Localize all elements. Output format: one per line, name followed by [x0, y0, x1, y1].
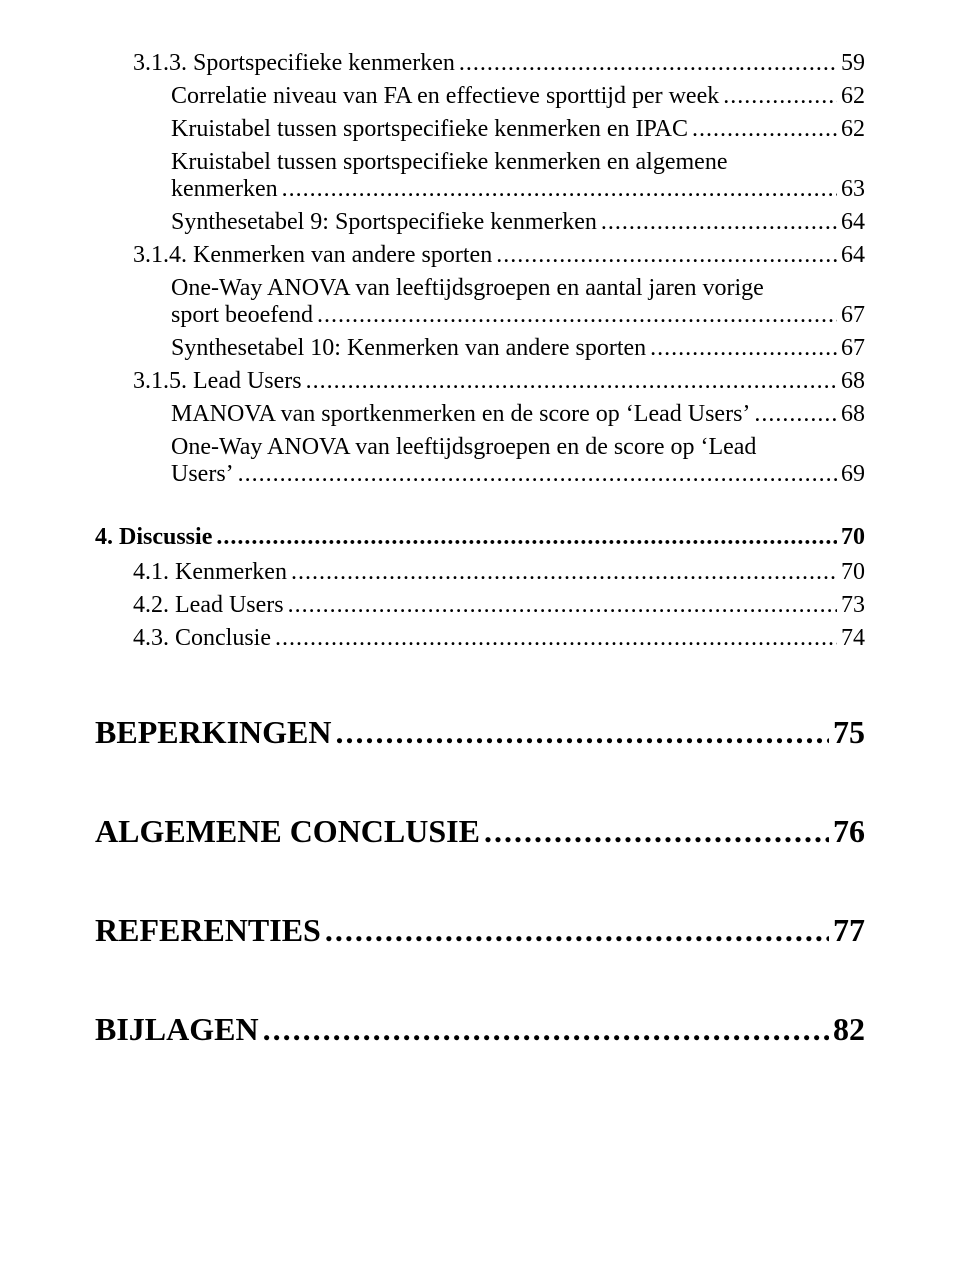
toc-entry: 3.1.3. Sportspecifieke kenmerken 59	[133, 50, 865, 77]
toc-leader	[306, 368, 837, 395]
toc-leader	[238, 461, 837, 488]
toc-label: Users’	[171, 461, 234, 488]
toc-leader	[335, 714, 829, 751]
toc-leader	[291, 559, 837, 586]
toc-major: BEPERKINGEN 75	[95, 714, 865, 751]
toc-entry: MANOVA van sportkenmerken en de score op…	[171, 401, 865, 428]
toc-leader	[601, 209, 837, 236]
toc-page: 77	[833, 912, 865, 949]
toc-entry-line1: One-Way ANOVA van leeftijdsgroepen en de…	[171, 434, 865, 461]
toc-section: 4. Discussie 70	[95, 524, 865, 551]
toc-leader	[325, 912, 829, 949]
toc-label: BEPERKINGEN	[95, 714, 331, 751]
toc-leader	[459, 50, 837, 77]
toc-page: 76	[833, 813, 865, 850]
toc-leader	[484, 813, 829, 850]
toc-page: 63	[841, 176, 865, 203]
toc-major: ALGEMENE CONCLUSIE 76	[95, 813, 865, 850]
toc-label: 4. Discussie	[95, 524, 212, 551]
toc-page: 74	[841, 625, 865, 652]
toc-leader	[275, 625, 837, 652]
toc-page: 59	[841, 50, 865, 77]
toc-entry-line2: kenmerken 63	[171, 176, 865, 203]
toc-page: 70	[841, 559, 865, 586]
toc-page: 82	[833, 1011, 865, 1048]
toc-container: 3.1.3. Sportspecifieke kenmerken 59 Corr…	[95, 50, 865, 1048]
toc-entry: 4.1. Kenmerken 70	[133, 559, 865, 586]
toc-leader	[317, 302, 837, 329]
toc-entry: Synthesetabel 9: Sportspecifieke kenmerk…	[171, 209, 865, 236]
toc-page: 73	[841, 592, 865, 619]
toc-label: sport beoefend	[171, 302, 313, 329]
toc-entry-line2: sport beoefend 67	[171, 302, 865, 329]
toc-page: 68	[841, 368, 865, 395]
toc-entry: 3.1.5. Lead Users 68	[133, 368, 865, 395]
toc-entry: 3.1.4. Kenmerken van andere sporten 64	[133, 242, 865, 269]
toc-major: BIJLAGEN 82	[95, 1011, 865, 1048]
toc-entry: 4.2. Lead Users 73	[133, 592, 865, 619]
toc-page: 67	[841, 335, 865, 362]
toc-major: REFERENTIES 77	[95, 912, 865, 949]
toc-label: 4.1. Kenmerken	[133, 559, 287, 586]
toc-leader	[754, 401, 837, 428]
toc-label: kenmerken	[171, 176, 278, 203]
toc-label: 3.1.4. Kenmerken van andere sporten	[133, 242, 492, 269]
toc-leader	[288, 592, 837, 619]
toc-label: BIJLAGEN	[95, 1011, 259, 1048]
toc-label: Synthesetabel 9: Sportspecifieke kenmerk…	[171, 209, 597, 236]
toc-entry: Synthesetabel 10: Kenmerken van andere s…	[171, 335, 865, 362]
toc-label: 3.1.5. Lead Users	[133, 368, 302, 395]
toc-label: MANOVA van sportkenmerken en de score op…	[171, 401, 750, 428]
toc-label: Synthesetabel 10: Kenmerken van andere s…	[171, 335, 646, 362]
toc-page: 69	[841, 461, 865, 488]
toc-label: 3.1.3. Sportspecifieke kenmerken	[133, 50, 455, 77]
toc-entry-line1: Kruistabel tussen sportspecifieke kenmer…	[171, 149, 865, 176]
toc-label: Correlatie niveau van FA en effectieve s…	[171, 83, 719, 110]
toc-label: Kruistabel tussen sportspecifieke kenmer…	[171, 149, 727, 175]
toc-page: 67	[841, 302, 865, 329]
toc-label: REFERENTIES	[95, 912, 321, 949]
toc-entry-line2: Users’ 69	[171, 461, 865, 488]
toc-page: 62	[841, 116, 865, 143]
toc-page: 68	[841, 401, 865, 428]
toc-page: 64	[841, 242, 865, 269]
toc-page: 75	[833, 714, 865, 751]
toc-page: 64	[841, 209, 865, 236]
toc-page: 70	[841, 524, 865, 551]
toc-entry: Kruistabel tussen sportspecifieke kenmer…	[171, 116, 865, 143]
toc-entry: 4.3. Conclusie 74	[133, 625, 865, 652]
toc-entry-line1: One-Way ANOVA van leeftijdsgroepen en aa…	[171, 275, 865, 302]
toc-leader	[650, 335, 837, 362]
toc-leader	[282, 176, 837, 203]
toc-label: 4.2. Lead Users	[133, 592, 284, 619]
toc-leader	[723, 83, 837, 110]
toc-label: One-Way ANOVA van leeftijdsgroepen en de…	[171, 434, 756, 460]
toc-leader	[216, 524, 837, 551]
toc-label: Kruistabel tussen sportspecifieke kenmer…	[171, 116, 688, 143]
toc-page: 62	[841, 83, 865, 110]
toc-label: One-Way ANOVA van leeftijdsgroepen en aa…	[171, 275, 764, 301]
toc-leader	[692, 116, 837, 143]
toc-entry: Correlatie niveau van FA en effectieve s…	[171, 83, 865, 110]
toc-leader	[496, 242, 837, 269]
toc-label: ALGEMENE CONCLUSIE	[95, 813, 480, 850]
toc-label: 4.3. Conclusie	[133, 625, 271, 652]
toc-leader	[263, 1011, 829, 1048]
